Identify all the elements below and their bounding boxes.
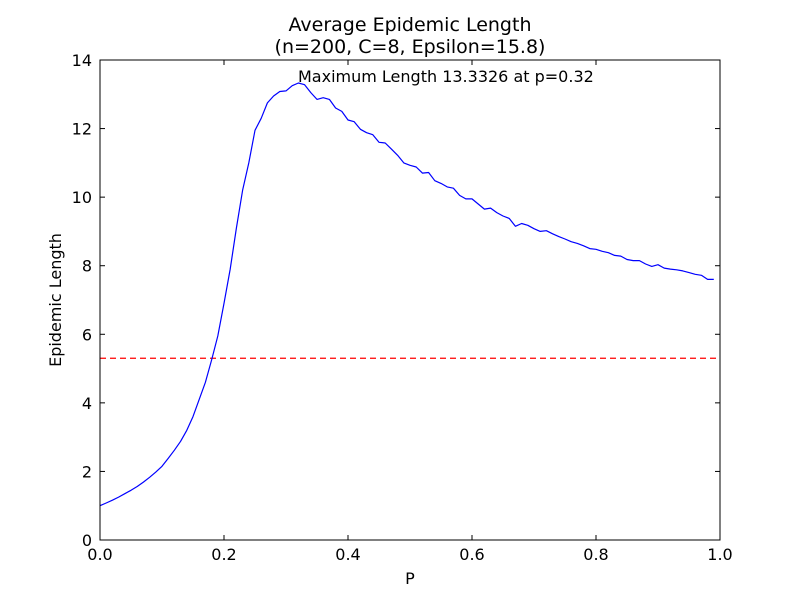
- axes-frame: [99, 59, 721, 541]
- plot-area: [99, 82, 720, 507]
- x-tick-label: 0.8: [583, 545, 608, 564]
- x-tick-label: 1.0: [707, 545, 732, 564]
- y-tick-label: 10: [72, 188, 92, 207]
- x-tick-label: 0.0: [87, 545, 112, 564]
- x-tick-label: 0.6: [459, 545, 484, 564]
- chart-subtitle: (n=200, C=8, Epsilon=15.8): [275, 36, 546, 58]
- x-axis-label: P: [405, 569, 415, 588]
- y-tick-label: 14: [72, 51, 92, 70]
- y-tick-label: 8: [82, 257, 92, 276]
- y-tick-label: 12: [72, 120, 92, 139]
- y-tick-label: 6: [82, 325, 92, 344]
- axis-ticks: 0.0 0.2 0.4 0.6 0.8 1.0 0 2 4 6 8 10 12 14: [72, 51, 733, 564]
- y-tick-label: 4: [82, 394, 92, 413]
- y-tick-label: 0: [82, 531, 92, 550]
- series-line-0: [99, 82, 714, 507]
- chart-title: Average Epidemic Length: [289, 14, 532, 36]
- y-axis-label: Epidemic Length: [46, 233, 65, 367]
- x-tick-label: 0.2: [211, 545, 236, 564]
- y-tick-label: 2: [82, 462, 92, 481]
- x-tick-label: 0.4: [335, 545, 360, 564]
- max-annotation: Maximum Length 13.3326 at p=0.32: [298, 67, 594, 86]
